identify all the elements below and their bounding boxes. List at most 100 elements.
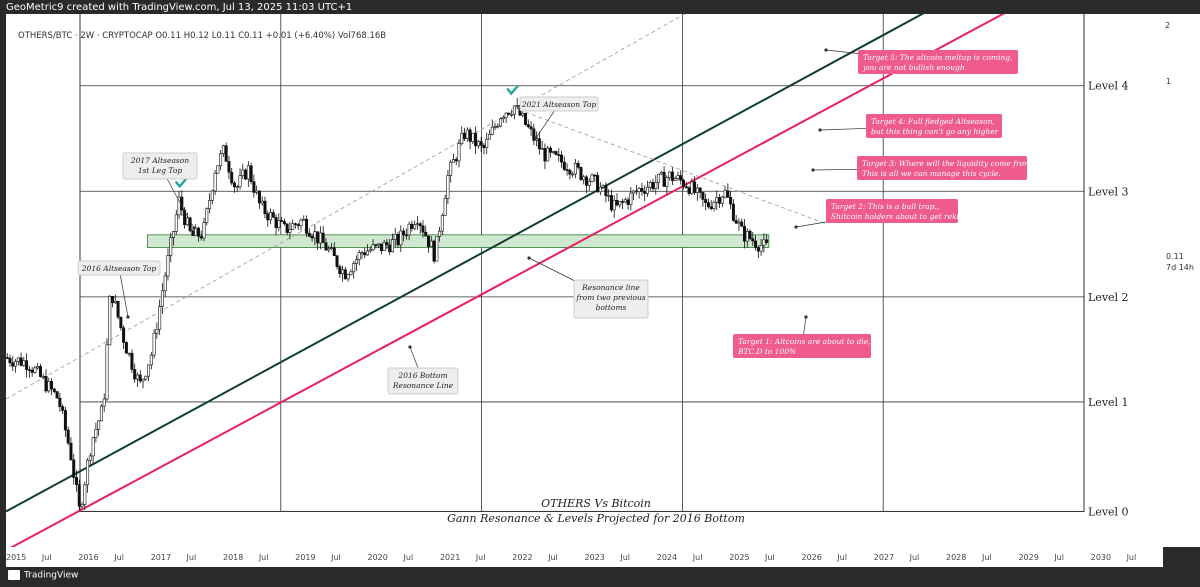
- callout-text: 2021 Altseason Top: [521, 100, 597, 109]
- candle-body: [302, 218, 306, 221]
- callout-text: BTC.D to 100%: [737, 347, 796, 356]
- candle-body: [227, 161, 231, 173]
- candle-body: [673, 178, 677, 181]
- candle-body: [590, 174, 594, 182]
- candle-body: [632, 190, 636, 194]
- candle-body: [52, 388, 56, 392]
- candle-body: [379, 243, 383, 251]
- time-tick-label: Jul: [909, 553, 920, 562]
- level-label: Level 1: [1088, 396, 1129, 409]
- candle-body: [524, 113, 528, 125]
- candle-body: [543, 148, 547, 162]
- callout-anchor: [804, 315, 808, 319]
- candle-body: [449, 161, 453, 176]
- candle-body: [172, 231, 176, 238]
- candle-body: [122, 327, 126, 343]
- candle-body: [440, 215, 444, 232]
- candle-body: [72, 459, 76, 478]
- candle-body: [147, 364, 151, 377]
- candle-body: [293, 223, 297, 225]
- candle-body: [529, 126, 533, 130]
- callout-text: 2016 Bottom: [397, 371, 447, 380]
- candle-body: [693, 181, 697, 193]
- candle-body: [14, 360, 18, 367]
- candle-body: [698, 187, 702, 193]
- time-tick-label: Jul: [836, 553, 847, 562]
- candle-body: [63, 410, 67, 431]
- candle-body: [130, 352, 134, 370]
- candle-body: [310, 236, 314, 239]
- candle-body: [399, 230, 403, 246]
- candle-body: [224, 145, 228, 162]
- candle-body: [296, 224, 300, 227]
- candle-body: [432, 240, 436, 262]
- candle-body: [343, 269, 347, 280]
- candle-body: [704, 199, 708, 203]
- candle-body: [38, 366, 42, 377]
- candle-body: [313, 231, 317, 239]
- candle-body: [99, 405, 103, 422]
- callout-anchor: [824, 48, 828, 52]
- candle-body: [507, 112, 511, 115]
- price-scale[interactable]: 2 1 0.11 7d 14h: [1163, 14, 1200, 547]
- candle-body: [571, 173, 575, 176]
- candle-body: [160, 290, 164, 307]
- candle-body: [665, 177, 669, 187]
- callout-text: Target 1: Altcoins are about to die,: [738, 337, 871, 346]
- time-tick-label: 2017: [151, 553, 171, 562]
- candle-body: [645, 186, 649, 194]
- candle-body: [260, 200, 264, 204]
- brand-label: TradingView: [24, 570, 79, 581]
- candle-body: [751, 238, 755, 242]
- candle-body: [612, 200, 616, 211]
- callout-text: This is all we can manage this cycle.: [862, 169, 1001, 178]
- candle-body: [573, 163, 577, 175]
- candle-body: [388, 244, 392, 253]
- candle-body: [657, 173, 661, 183]
- time-tick-label: Jul: [475, 553, 486, 562]
- price-scale-label-top: 2: [1165, 21, 1171, 30]
- callout-text: you are not bullish enough: [862, 63, 965, 72]
- candle-body: [163, 275, 167, 292]
- callout-leader: [118, 267, 129, 318]
- time-axis[interactable]: 2015 Jul 2016 Jul 2017 Jul 2018 Jul 2019 Jul 2020 J…: [6, 547, 1163, 567]
- candle-body: [682, 180, 686, 187]
- candle-body: [460, 132, 464, 144]
- time-tick-label: Jul: [547, 553, 558, 562]
- candle-body: [352, 263, 356, 273]
- candle-body: [327, 248, 331, 251]
- candle-body: [208, 200, 212, 210]
- candle-body: [127, 352, 131, 355]
- resonance-zone: [146, 234, 770, 248]
- candle-body: [618, 201, 622, 206]
- candle-body: [354, 259, 358, 264]
- time-tick-label: 2022: [512, 553, 532, 562]
- time-tick-label: 2029: [1018, 553, 1038, 562]
- candle-body: [341, 269, 345, 275]
- candle-body: [690, 181, 694, 194]
- candle-body: [346, 274, 350, 280]
- time-tick-label: 2025: [729, 553, 749, 562]
- callout-text: Shitcoin holders about to get rekt: [831, 212, 961, 221]
- candle-body: [557, 154, 561, 156]
- candle-body: [465, 129, 469, 139]
- candle-body: [687, 187, 691, 194]
- candle-body: [726, 190, 730, 198]
- candle-body: [637, 188, 641, 192]
- candle-body: [116, 300, 120, 318]
- candle-body: [737, 221, 741, 224]
- candle-body: [196, 227, 200, 237]
- candle-body: [213, 172, 217, 192]
- candle-body: [141, 378, 145, 382]
- candle-body: [257, 190, 261, 204]
- candle-body: [266, 213, 270, 221]
- candle-body: [451, 159, 455, 163]
- candle-body: [740, 221, 744, 227]
- candle-body: [562, 161, 566, 170]
- candle-body: [119, 316, 123, 329]
- candle-body: [232, 182, 236, 188]
- candle-body: [718, 196, 722, 204]
- candle-body: [560, 154, 564, 163]
